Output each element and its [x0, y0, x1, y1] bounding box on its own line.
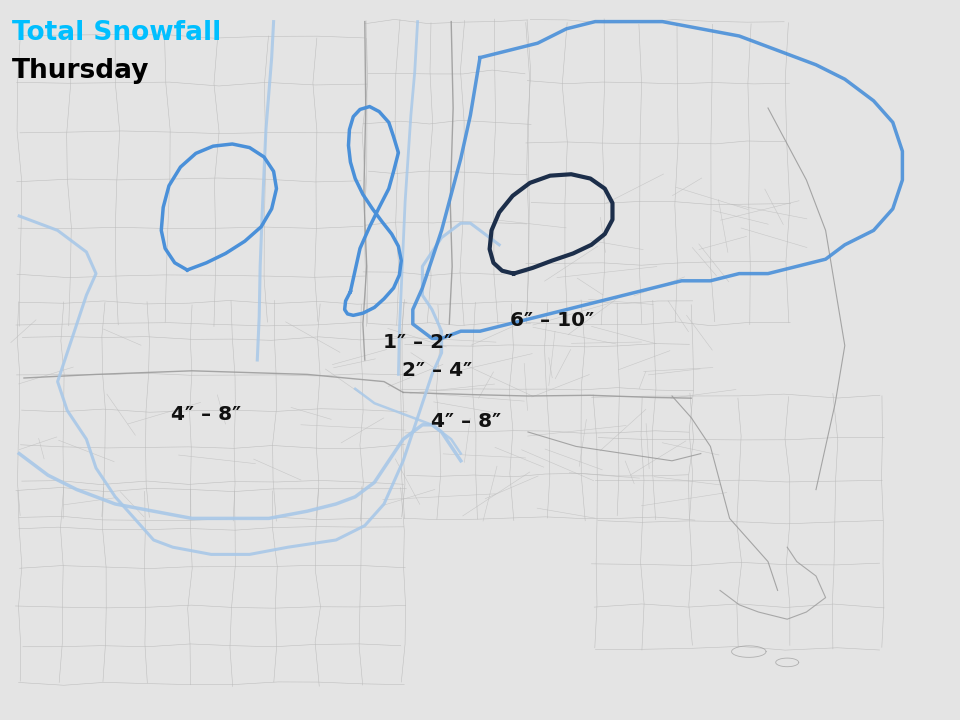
Text: 4″ – 8″: 4″ – 8″	[430, 412, 501, 431]
Text: Thursday: Thursday	[12, 58, 149, 84]
Text: 2″ – 4″: 2″ – 4″	[401, 361, 472, 380]
Text: Total Snowfall: Total Snowfall	[12, 20, 221, 46]
Text: 4″ – 8″: 4″ – 8″	[171, 405, 242, 423]
Text: 6″ – 10″: 6″ – 10″	[510, 311, 594, 330]
Text: 1″ – 2″: 1″ – 2″	[382, 333, 453, 351]
